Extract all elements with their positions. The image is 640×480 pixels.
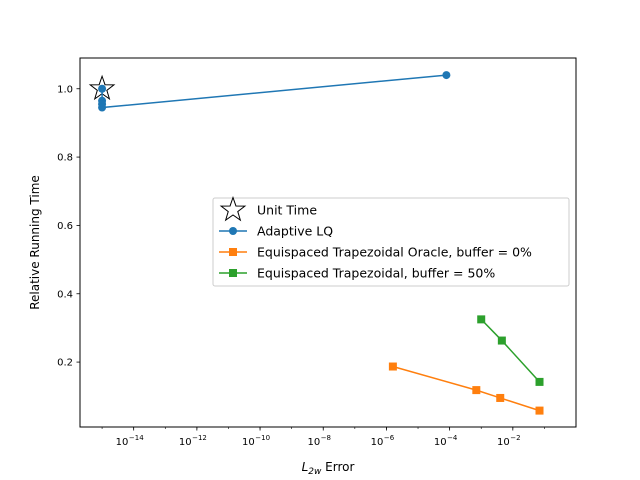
x-axis-ticks: 10−14 10−12 10−10 10−8 10−6 10−4 10−2 [101, 427, 545, 448]
legend-label: Adaptive LQ [257, 224, 333, 239]
x-tick-label-base: 10 [179, 437, 192, 448]
x-tick-label-exponent: −14 [129, 434, 144, 442]
series-3 [477, 315, 544, 386]
legend: Unit Time Adaptive LQ Equispaced Trapezoid… [212, 195, 570, 287]
x-tick-label: 10−14 [116, 434, 145, 448]
x-axis-label-subscript: 2w [308, 467, 322, 477]
x-tick-label-base: 10 [242, 437, 255, 448]
y-tick-label: 0.4 [57, 289, 73, 300]
y-tick-label: 0.6 [57, 221, 73, 232]
plot-marks [88, 71, 544, 415]
legend-label: Equispaced Trapezoidal Oracle, buffer = … [257, 245, 532, 260]
x-axis-label: L2w Error [302, 460, 355, 477]
legend-marker [229, 248, 237, 256]
x-tick-label-exponent: −10 [255, 434, 270, 442]
legend-entry: Equispaced Trapezoidal Oracle, buffer = … [219, 245, 532, 260]
data-point [535, 406, 544, 415]
y-axis-label: Relative Running Time [28, 175, 42, 310]
x-tick-label-exponent: −12 [192, 434, 207, 442]
series-line [480, 318, 541, 383]
x-tick-label-base: 10 [371, 437, 384, 448]
x-tick-label-base: 10 [116, 437, 129, 448]
data-point [497, 336, 506, 345]
data-point [477, 315, 486, 324]
x-tick-label-exponent: −4 [447, 434, 458, 442]
data-point [535, 377, 544, 386]
series-line [392, 365, 540, 412]
series-2 [388, 362, 544, 415]
x-tick-label-base: 10 [307, 437, 320, 448]
x-axis-label-main: L [302, 460, 309, 474]
data-point [472, 386, 481, 395]
x-tick-label: 10−6 [371, 434, 395, 448]
data-point [442, 71, 451, 80]
legend-marker [229, 269, 237, 277]
legend-label: Unit Time [257, 203, 317, 218]
legend-entry: Equispaced Trapezoidal, buffer = 50% [219, 266, 495, 281]
y-tick-label: 1.0 [57, 84, 73, 95]
legend-marker [229, 227, 237, 235]
x-tick-label: 10−8 [307, 434, 331, 448]
y-tick-label: 0.2 [57, 358, 73, 369]
y-tick-label: 0.8 [57, 153, 73, 164]
x-tick-label-base: 10 [497, 437, 510, 448]
data-point [496, 393, 505, 402]
plot-frame [79, 57, 577, 428]
legend-entry: Adaptive LQ [219, 224, 333, 239]
x-tick-label: 10−2 [497, 434, 521, 448]
data-point [388, 362, 397, 371]
x-tick-label: 10−4 [434, 434, 458, 448]
x-tick-label-exponent: −2 [510, 434, 520, 442]
legend-marker [219, 195, 247, 222]
x-tick-label: 10−10 [242, 434, 270, 448]
x-tick-label-exponent: −8 [321, 434, 331, 442]
legend-label: Equispaced Trapezoidal, buffer = 50% [257, 266, 495, 281]
data-point [98, 103, 107, 112]
x-tick-label: 10−12 [179, 434, 207, 448]
y-axis-ticks: 0.2 0.4 0.6 0.8 1.0 [57, 84, 80, 369]
series-1 [98, 71, 451, 112]
x-tick-label-base: 10 [434, 437, 447, 448]
x-axis-label-rest: Error [321, 460, 354, 474]
series-line [101, 74, 447, 109]
x-tick-label-exponent: −6 [384, 434, 395, 442]
legend-box [212, 197, 570, 287]
data-point [98, 84, 107, 93]
legend-entry: Unit Time [219, 195, 317, 222]
